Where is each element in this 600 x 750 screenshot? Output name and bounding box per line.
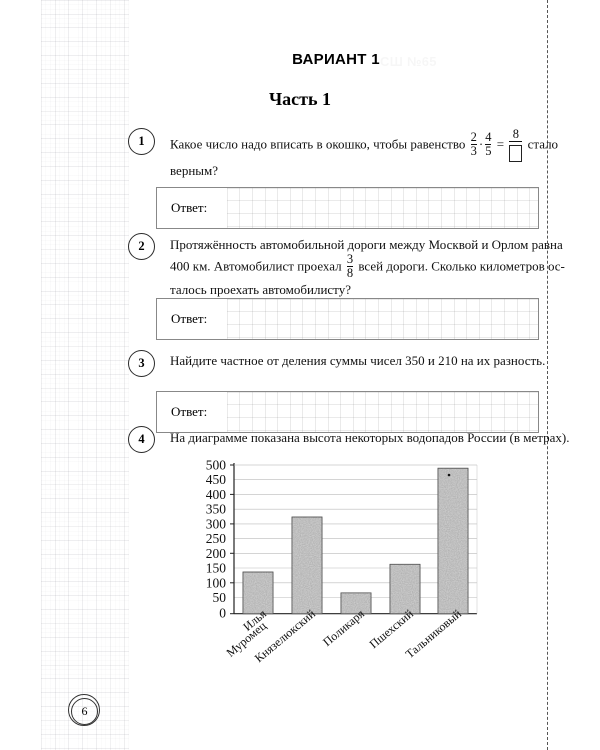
svg-text:400: 400	[206, 487, 227, 502]
svg-text:350: 350	[206, 502, 227, 517]
svg-text:50: 50	[213, 590, 227, 605]
svg-text:300: 300	[206, 516, 227, 531]
svg-text:200: 200	[206, 546, 227, 561]
svg-text:250: 250	[206, 531, 227, 546]
svg-text:450: 450	[206, 472, 227, 487]
svg-text:150: 150	[206, 561, 227, 576]
svg-text:500: 500	[206, 458, 227, 473]
svg-text:100: 100	[206, 575, 227, 590]
svg-text:0: 0	[219, 606, 226, 621]
